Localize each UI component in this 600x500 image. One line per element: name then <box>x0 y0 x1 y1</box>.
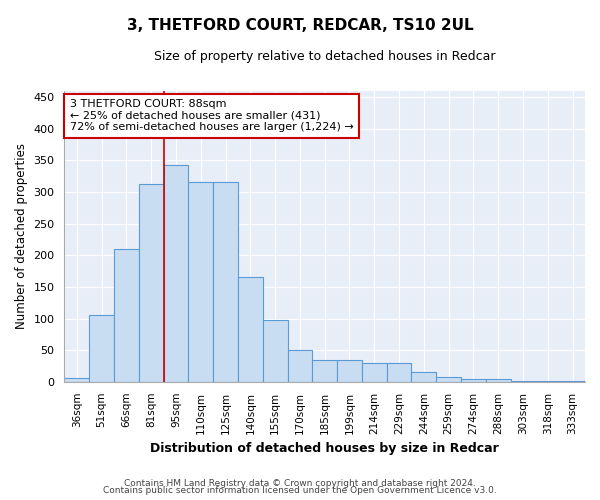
Bar <box>287 350 313 382</box>
Bar <box>511 380 535 382</box>
Bar <box>535 381 560 382</box>
Bar <box>139 184 164 382</box>
Bar <box>461 380 486 382</box>
X-axis label: Distribution of detached houses by size in Redcar: Distribution of detached houses by size … <box>151 442 499 455</box>
Bar <box>89 316 114 382</box>
Y-axis label: Number of detached properties: Number of detached properties <box>15 143 28 329</box>
Bar <box>560 381 585 382</box>
Bar <box>386 364 412 382</box>
Bar <box>263 320 287 382</box>
Bar <box>164 164 188 382</box>
Bar <box>412 372 436 382</box>
Bar <box>313 360 337 382</box>
Title: Size of property relative to detached houses in Redcar: Size of property relative to detached ho… <box>154 50 496 63</box>
Bar <box>362 364 386 382</box>
Bar <box>486 378 511 382</box>
Bar <box>188 182 213 382</box>
Bar <box>114 249 139 382</box>
Text: 3 THETFORD COURT: 88sqm
← 25% of detached houses are smaller (431)
72% of semi-d: 3 THETFORD COURT: 88sqm ← 25% of detache… <box>70 100 353 132</box>
Text: Contains public sector information licensed under the Open Government Licence v3: Contains public sector information licen… <box>103 486 497 495</box>
Bar <box>64 378 89 382</box>
Bar <box>337 360 362 382</box>
Bar <box>436 377 461 382</box>
Bar <box>213 182 238 382</box>
Bar <box>238 278 263 382</box>
Text: Contains HM Land Registry data © Crown copyright and database right 2024.: Contains HM Land Registry data © Crown c… <box>124 478 476 488</box>
Text: 3, THETFORD COURT, REDCAR, TS10 2UL: 3, THETFORD COURT, REDCAR, TS10 2UL <box>127 18 473 32</box>
